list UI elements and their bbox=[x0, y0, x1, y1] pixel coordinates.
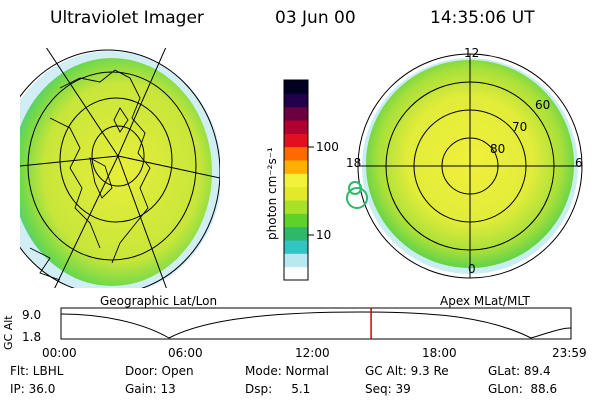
info-gain: Gain: 13 bbox=[125, 382, 176, 396]
altitude-xtick-3: 18:00 bbox=[422, 346, 457, 360]
mlt-label-6: 6 bbox=[575, 156, 583, 170]
info-gc-alt: GC Alt: 9.3 Re bbox=[365, 364, 449, 378]
mlat-label-70: 70 bbox=[512, 120, 528, 134]
colorbar-segment bbox=[284, 133, 308, 148]
colorbar-segment bbox=[284, 93, 308, 108]
instrument-title: Ultraviolet Imager bbox=[50, 8, 204, 28]
colorbar-segment bbox=[284, 213, 308, 228]
colorbar-segment bbox=[284, 200, 308, 214]
colorbar bbox=[283, 79, 314, 281]
mlt-label-0: 0 bbox=[468, 262, 476, 276]
info-ip: IP: 36.0 bbox=[10, 382, 56, 396]
colorbar-segment bbox=[284, 266, 308, 281]
colorbar-segment bbox=[284, 80, 308, 94]
altitude-xtick-0: 00:00 bbox=[42, 346, 77, 360]
geographic-image-panel bbox=[20, 48, 220, 288]
altitude-xtick-1: 06:00 bbox=[168, 346, 203, 360]
colorbar-segment bbox=[284, 240, 308, 254]
mlat-label-60: 60 bbox=[535, 98, 551, 112]
altitude-xtick-4: 23:59 bbox=[552, 346, 587, 360]
colorbar-tick-100: 100 bbox=[316, 140, 339, 154]
date-label: 03 Jun 00 bbox=[275, 8, 356, 28]
info-seq: Seq: 39 bbox=[365, 382, 411, 396]
altitude-ytick-min: 1.8 bbox=[22, 330, 42, 344]
colorbar-tick-10: 10 bbox=[316, 228, 332, 242]
colorbar-segment bbox=[284, 106, 308, 121]
colorbar-segment bbox=[284, 226, 308, 241]
colorbar-segment bbox=[284, 160, 308, 174]
info-door: Door: Open bbox=[125, 364, 194, 378]
colorbar-segment bbox=[284, 146, 308, 161]
info-glat: GLat: 89.4 bbox=[488, 364, 551, 378]
mlt-label-18: 18 bbox=[346, 156, 362, 170]
altitude-plot bbox=[60, 307, 572, 340]
altitude-ylabel: GC Alt bbox=[2, 315, 15, 350]
altitude-ytick-max: 9.0 bbox=[22, 308, 42, 322]
altitude-xtick-2: 12:00 bbox=[295, 346, 330, 360]
colorbar-segment bbox=[284, 186, 308, 201]
info-mode: Mode: Normal bbox=[245, 364, 329, 378]
apex-caption: Apex MLat/MLT bbox=[440, 294, 530, 308]
info-dsp: Dsp: 5.1 bbox=[245, 382, 311, 396]
mlat-label-80: 80 bbox=[490, 142, 506, 156]
time-label: 14:35:06 UT bbox=[430, 8, 535, 28]
info-flt: Flt: LBHL bbox=[10, 364, 64, 378]
info-glon: GLon: 88.6 bbox=[488, 382, 558, 396]
colorbar-segment bbox=[284, 120, 308, 134]
mlt-label-12: 12 bbox=[464, 46, 480, 60]
apex-polar-panel bbox=[346, 53, 583, 279]
colorbar-segment bbox=[284, 173, 308, 188]
colorbar-label: photon cm⁻²s⁻¹ bbox=[265, 147, 279, 240]
colorbar-segment bbox=[284, 253, 308, 268]
geographic-caption: Geographic Lat/Lon bbox=[100, 294, 218, 308]
